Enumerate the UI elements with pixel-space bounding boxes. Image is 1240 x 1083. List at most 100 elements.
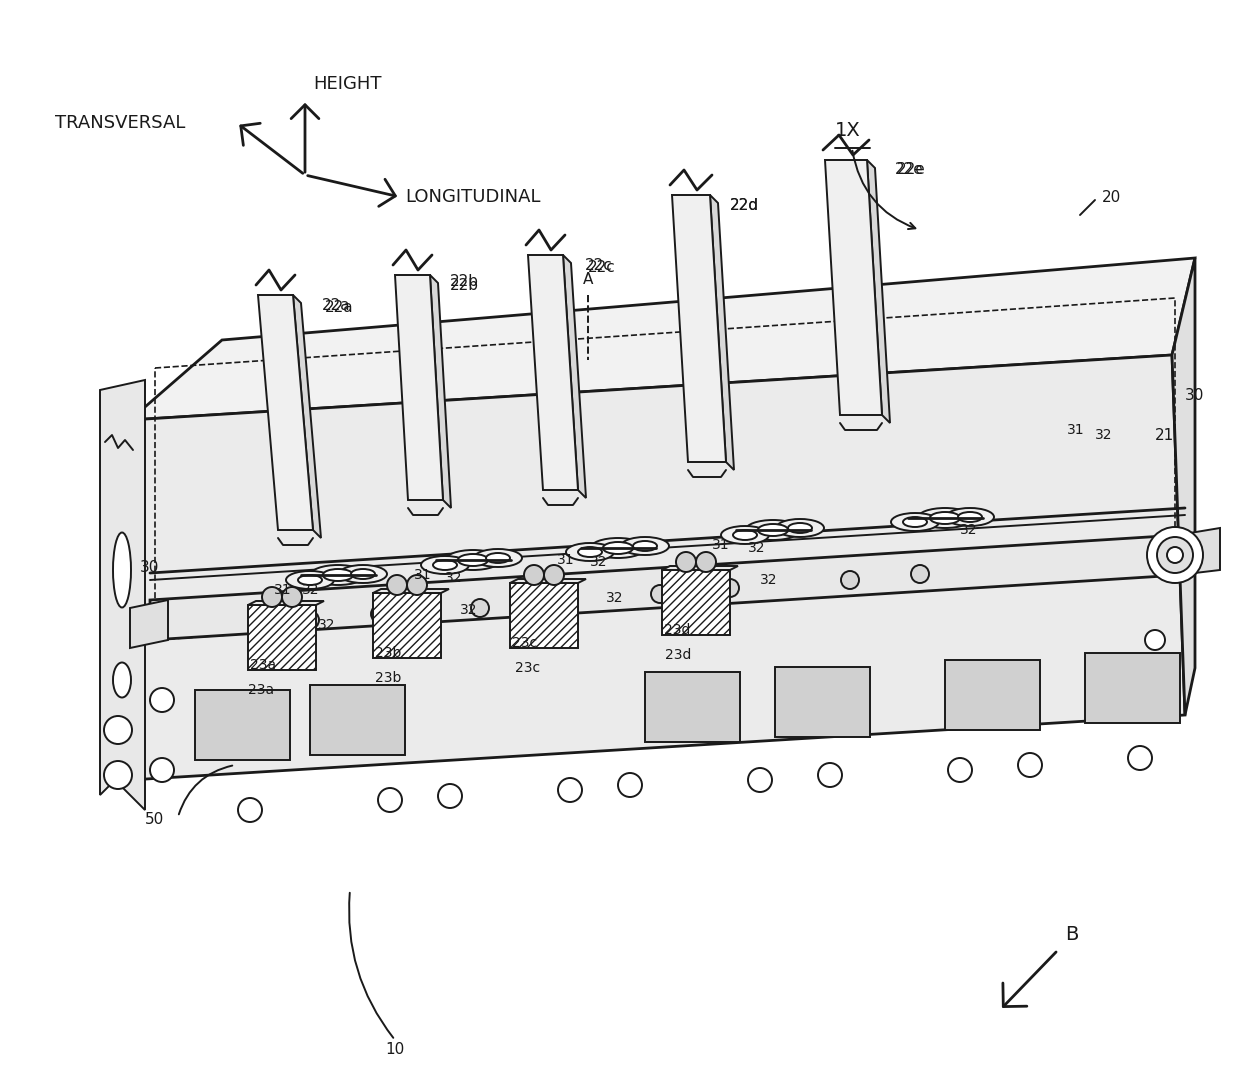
Circle shape [238,798,262,822]
Circle shape [911,565,929,583]
Text: 31: 31 [274,583,291,597]
Ellipse shape [351,569,374,579]
Ellipse shape [445,550,501,570]
Ellipse shape [339,565,387,583]
Text: 32: 32 [1095,428,1112,442]
Text: 23a: 23a [248,683,274,697]
Circle shape [1145,630,1166,650]
Text: 22d: 22d [730,197,759,212]
Ellipse shape [720,526,769,544]
Circle shape [651,585,670,603]
Text: 23b: 23b [374,645,402,660]
Circle shape [748,768,773,792]
Text: 32: 32 [748,542,765,554]
Polygon shape [510,583,578,648]
Text: LONGITUDINAL: LONGITUDINAL [405,188,541,206]
Text: 21: 21 [1154,428,1174,443]
Ellipse shape [458,554,489,566]
Circle shape [818,764,842,787]
Text: 32: 32 [317,618,336,632]
Polygon shape [662,570,730,635]
Polygon shape [867,160,890,423]
Circle shape [841,571,859,589]
Ellipse shape [286,571,334,589]
Circle shape [407,575,427,595]
Ellipse shape [578,547,601,557]
Polygon shape [645,671,740,742]
Polygon shape [563,255,587,498]
Circle shape [438,784,463,808]
Circle shape [471,599,489,617]
Circle shape [387,575,407,595]
Circle shape [558,778,582,803]
Text: 22c: 22c [585,258,613,273]
Text: 30: 30 [140,561,160,575]
Text: 22a: 22a [322,298,351,313]
Ellipse shape [745,520,801,540]
Text: 32: 32 [960,523,977,537]
Polygon shape [775,667,870,738]
Circle shape [1128,746,1152,770]
Circle shape [301,611,319,629]
Polygon shape [528,255,578,490]
Ellipse shape [113,533,131,608]
Polygon shape [310,686,405,755]
Polygon shape [130,258,1195,420]
Circle shape [949,758,972,782]
Circle shape [1018,753,1042,777]
Text: 31: 31 [1068,423,1085,438]
Ellipse shape [590,538,646,558]
Ellipse shape [959,512,982,522]
Polygon shape [100,380,145,810]
Text: B: B [1065,926,1079,944]
Ellipse shape [733,530,756,540]
Ellipse shape [758,524,789,536]
Text: A: A [583,273,593,287]
Text: 31: 31 [557,553,575,567]
Text: 31: 31 [712,538,730,552]
Text: 32: 32 [303,583,320,597]
Text: 23d: 23d [663,623,691,637]
Circle shape [262,587,281,606]
Ellipse shape [892,513,939,531]
FancyArrowPatch shape [350,892,393,1038]
Ellipse shape [632,542,657,551]
Text: 22e: 22e [897,162,926,178]
Circle shape [525,565,544,585]
Ellipse shape [422,556,469,574]
Ellipse shape [474,549,522,567]
Ellipse shape [298,575,322,585]
Circle shape [150,758,174,782]
Ellipse shape [946,508,994,526]
Polygon shape [430,275,451,508]
Text: 30: 30 [1185,388,1204,403]
Text: 22c: 22c [588,261,616,275]
Text: 22b: 22b [450,277,479,292]
Polygon shape [672,195,725,462]
Ellipse shape [322,569,353,580]
Ellipse shape [433,560,458,570]
Text: 22d: 22d [730,197,759,212]
Ellipse shape [310,565,366,585]
Polygon shape [130,355,1185,780]
Ellipse shape [565,543,614,561]
FancyArrowPatch shape [852,151,915,230]
Circle shape [1147,527,1203,583]
Polygon shape [248,605,316,670]
Ellipse shape [787,523,812,533]
Circle shape [150,688,174,712]
Circle shape [1157,537,1193,573]
Polygon shape [1172,258,1195,715]
Text: 10: 10 [386,1043,404,1057]
Text: 32: 32 [445,571,463,585]
Polygon shape [293,295,321,538]
Ellipse shape [486,553,510,563]
Circle shape [618,773,642,797]
Polygon shape [396,275,443,500]
Circle shape [104,761,131,790]
Polygon shape [1085,653,1180,723]
FancyArrowPatch shape [179,766,232,814]
Polygon shape [945,660,1040,730]
Text: HEIGHT: HEIGHT [312,75,382,93]
Circle shape [696,552,715,572]
